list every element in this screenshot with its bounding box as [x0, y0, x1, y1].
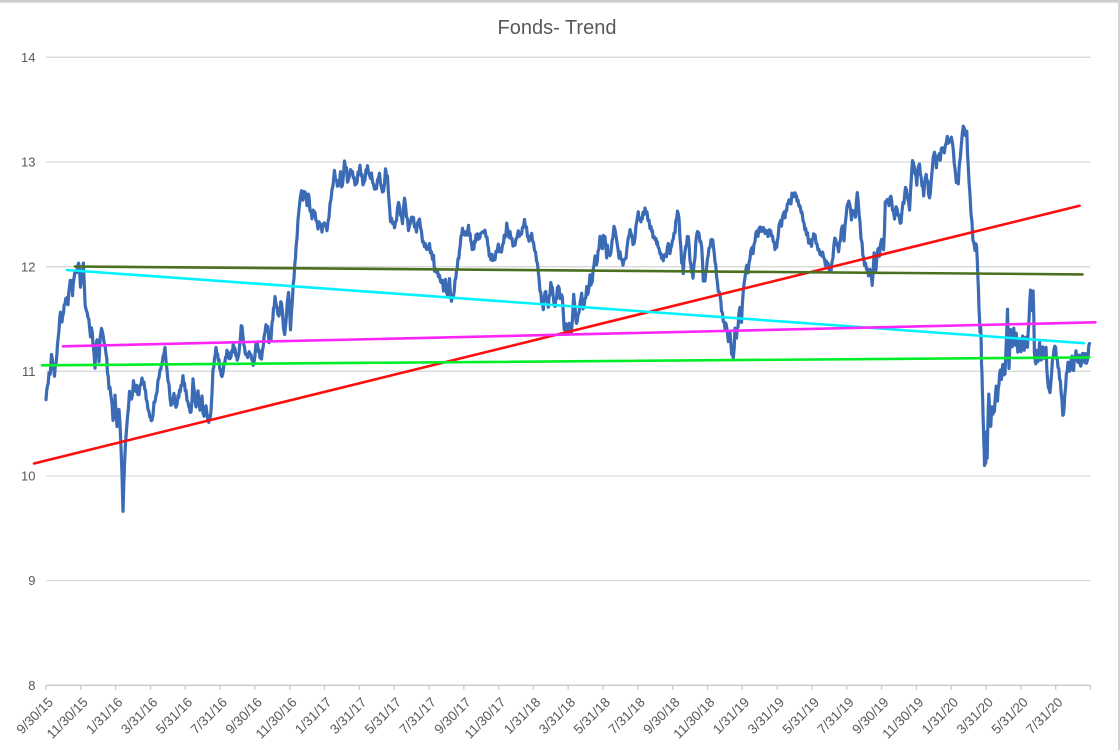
- svg-text:7/31/20: 7/31/20: [1023, 695, 1065, 737]
- svg-text:1/31/18: 1/31/18: [501, 695, 543, 737]
- svg-text:7/31/16: 7/31/16: [188, 695, 230, 737]
- svg-text:5/31/19: 5/31/19: [780, 695, 822, 737]
- svg-text:1/31/16: 1/31/16: [83, 695, 125, 737]
- svg-text:3/31/19: 3/31/19: [745, 695, 787, 737]
- svg-text:1/31/19: 1/31/19: [710, 695, 752, 737]
- svg-text:7/31/19: 7/31/19: [814, 695, 856, 737]
- svg-text:5/31/20: 5/31/20: [988, 695, 1030, 737]
- svg-text:13: 13: [21, 155, 35, 170]
- svg-text:3/31/20: 3/31/20: [954, 695, 996, 737]
- svg-text:5/31/18: 5/31/18: [571, 695, 613, 737]
- svg-text:Fonds- Trend: Fonds- Trend: [498, 17, 617, 39]
- svg-text:1/31/20: 1/31/20: [919, 695, 961, 737]
- svg-text:8: 8: [28, 678, 35, 693]
- svg-text:9: 9: [28, 573, 35, 588]
- svg-text:12: 12: [21, 259, 35, 274]
- svg-text:5/31/17: 5/31/17: [362, 695, 404, 737]
- svg-text:7/31/17: 7/31/17: [397, 695, 439, 737]
- svg-text:7/31/18: 7/31/18: [605, 695, 647, 737]
- svg-text:10: 10: [21, 469, 35, 484]
- svg-text:3/31/18: 3/31/18: [536, 695, 578, 737]
- svg-text:14: 14: [21, 50, 35, 65]
- svg-text:1/31/17: 1/31/17: [292, 695, 334, 737]
- svg-text:11: 11: [22, 364, 36, 379]
- svg-text:3/31/16: 3/31/16: [118, 695, 160, 737]
- svg-text:3/31/17: 3/31/17: [327, 695, 369, 737]
- svg-text:5/31/16: 5/31/16: [153, 695, 195, 737]
